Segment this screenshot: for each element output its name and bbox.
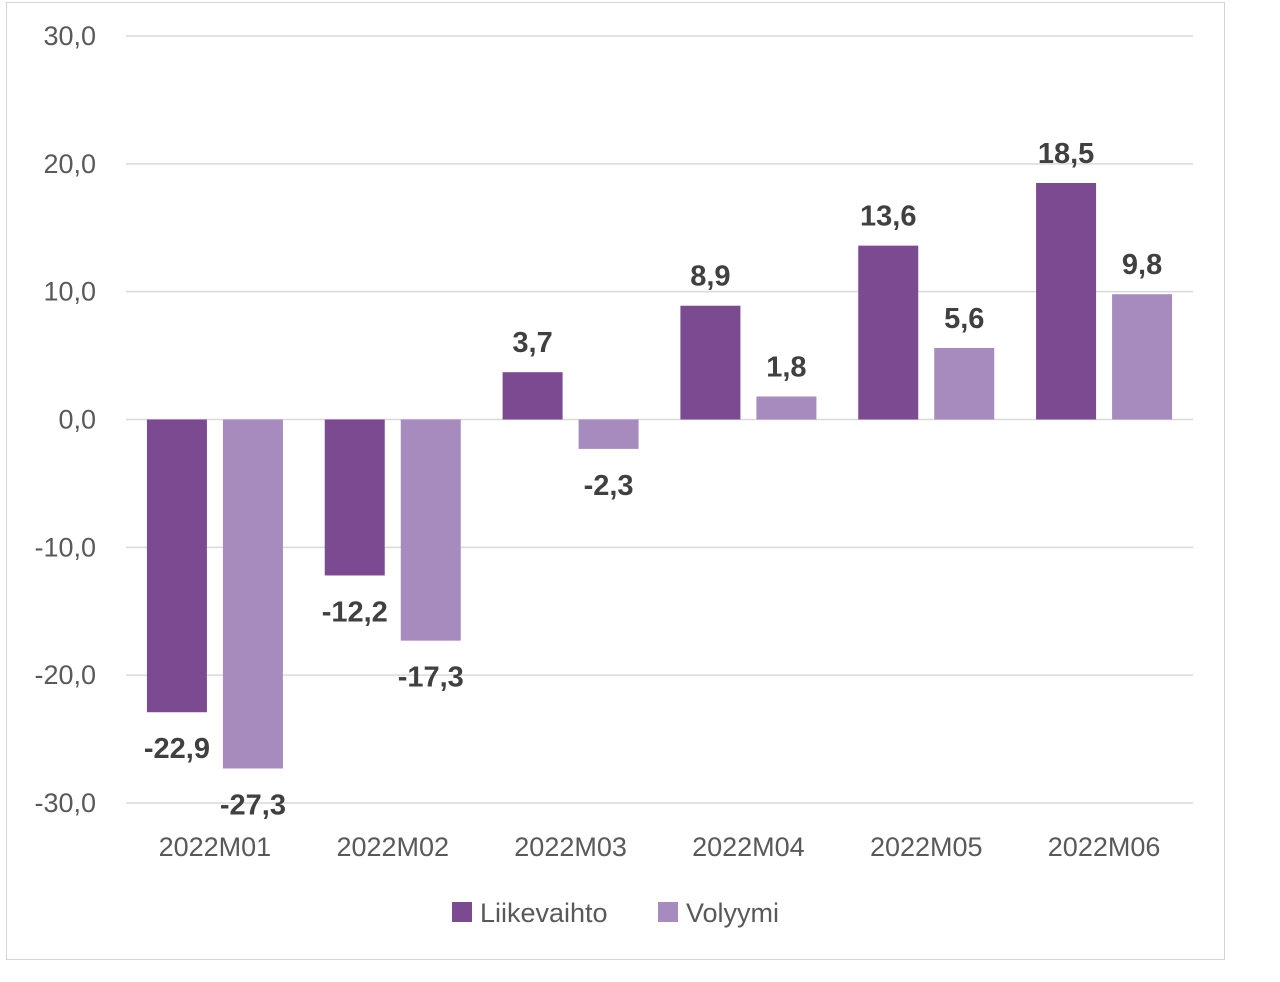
data-label: 3,7 — [512, 327, 552, 359]
y-tick-label: 20,0 — [43, 149, 96, 179]
bar-liikevaihto-2022m01 — [146, 419, 207, 713]
data-label: 18,5 — [1038, 138, 1094, 170]
gridlines — [126, 35, 1193, 804]
bar-volyymi-2022m02 — [400, 419, 461, 641]
data-label: 9,8 — [1122, 249, 1162, 281]
bar-volyymi-2022m05 — [934, 347, 995, 420]
legend: Liikevaihto Volyymi — [452, 898, 779, 928]
bars — [146, 183, 1173, 769]
data-label: 8,9 — [690, 261, 730, 293]
bar-liikevaihto-2022m02 — [324, 419, 385, 576]
bar-volyymi-2022m04 — [756, 396, 817, 420]
data-label: 5,6 — [944, 303, 984, 335]
bar-volyymi-2022m01 — [222, 419, 283, 769]
data-labels: -22,9 -27,3 -12,2 -17,3 3,7 -2,3 8,9 1,8 13,6 5,6… — [144, 138, 1162, 821]
data-label: -17,3 — [398, 662, 464, 694]
bar-liikevaihto-2022m06 — [1036, 183, 1097, 420]
x-tick-label: 2022M03 — [514, 832, 627, 862]
y-tick-label: -20,0 — [34, 660, 96, 690]
bar-volyymi-2022m03 — [578, 419, 639, 449]
legend-swatch — [452, 902, 472, 922]
y-axis: 30,0 20,0 10,0 0,0 -10,0 -20,0 -30,0 — [34, 21, 96, 818]
y-tick-label: -30,0 — [34, 788, 96, 818]
x-tick-label: 2022M06 — [1048, 832, 1161, 862]
x-tick-label: 2022M02 — [336, 832, 449, 862]
x-tick-label: 2022M01 — [159, 832, 272, 862]
y-tick-label: 30,0 — [43, 21, 96, 51]
x-tick-label: 2022M05 — [870, 832, 983, 862]
data-label: -2,3 — [584, 470, 634, 502]
bar-liikevaihto-2022m05 — [858, 245, 919, 420]
y-tick-label: 10,0 — [43, 277, 96, 307]
data-label: 13,6 — [860, 201, 916, 233]
bar-liikevaihto-2022m03 — [502, 372, 563, 420]
data-label: -12,2 — [322, 596, 388, 628]
x-tick-label: 2022M04 — [692, 832, 805, 862]
legend-label: Volyymi — [686, 898, 779, 928]
bar-volyymi-2022m06 — [1112, 294, 1173, 420]
x-axis: 2022M01 2022M02 2022M03 2022M04 2022M05 2022M… — [159, 832, 1161, 862]
data-label: 1,8 — [766, 351, 806, 383]
bar-liikevaihto-2022m04 — [680, 305, 741, 420]
legend-swatch — [658, 902, 678, 922]
y-tick-label: -10,0 — [34, 532, 96, 562]
y-tick-label: 0,0 — [58, 405, 96, 435]
data-label: -22,9 — [144, 733, 210, 765]
data-label: -27,3 — [220, 789, 286, 821]
legend-label: Liikevaihto — [480, 898, 608, 928]
chart-frame — [6, 2, 1225, 960]
